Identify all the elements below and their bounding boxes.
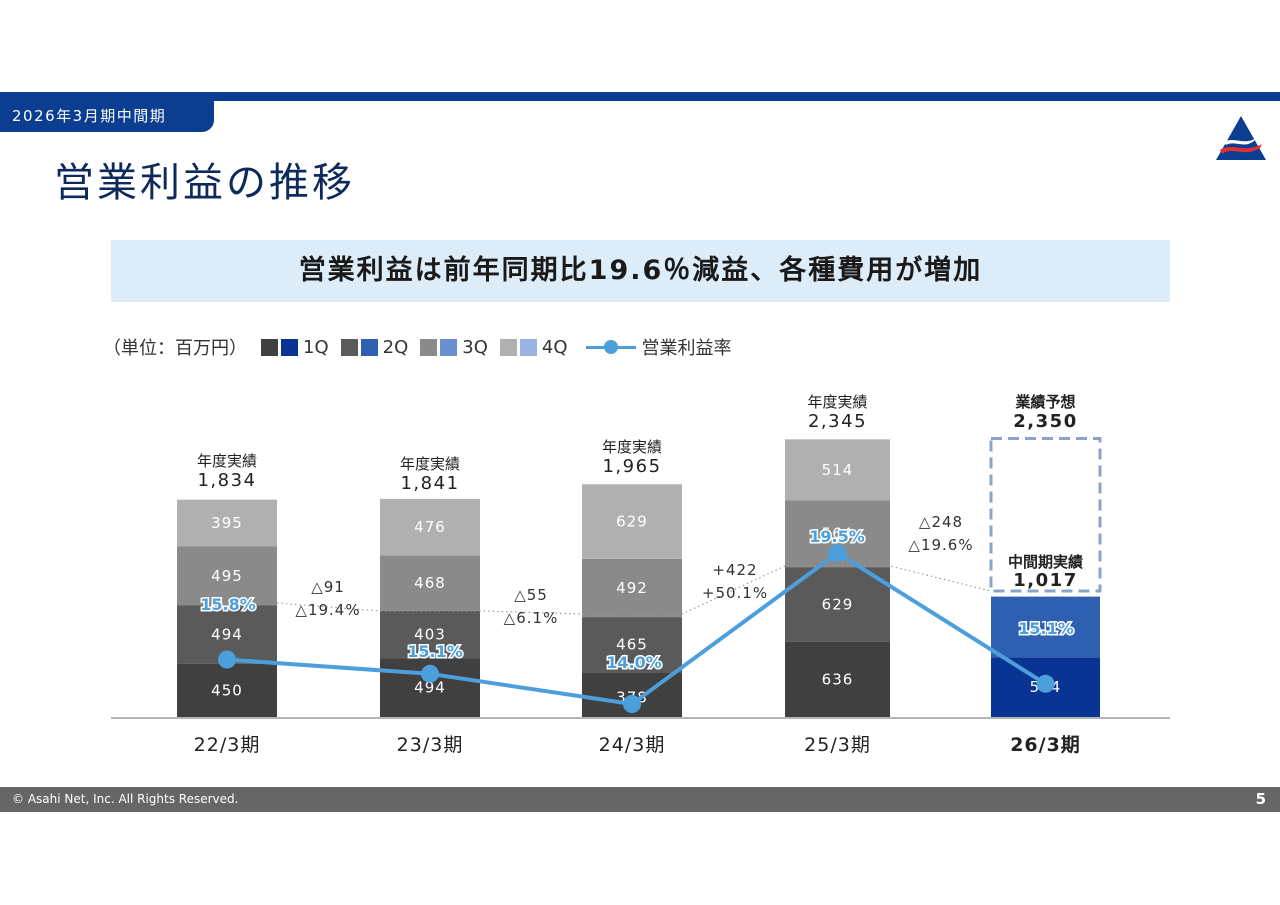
total-caption: 業績予想 (1014, 393, 1075, 411)
legend-label: 4Q (541, 336, 568, 358)
total-caption: 年度実績 (400, 455, 460, 473)
bar-segment (785, 439, 890, 501)
x-tick-label: 23/3期 (397, 734, 464, 756)
bar-value-label: 564 (822, 525, 854, 543)
bar-value-label: 629 (822, 595, 854, 613)
legend-swatch-gray (340, 338, 358, 356)
margin-point (1036, 674, 1055, 693)
bar-segment (582, 484, 682, 559)
x-tick-label: 26/3期 (1010, 734, 1081, 756)
margin-point (828, 544, 847, 562)
forecast-outline (989, 437, 1102, 593)
change-amount: △55 (514, 586, 548, 604)
total-caption: 年度実績 (807, 393, 867, 411)
margin-label: 15.1% (1018, 619, 1074, 638)
headline-banner: 営業利益は前年同期比19.6％減益、各種費用が増加 (111, 240, 1170, 302)
legend-1q: 1Q (261, 337, 329, 358)
bar-value-label: 476 (414, 518, 446, 536)
bar-segment (380, 555, 480, 611)
legend-3q: 3Q (420, 337, 488, 358)
legend-swatch-gray (420, 338, 438, 356)
bar-value-label: 468 (414, 574, 446, 592)
legend-swatch-blue (519, 338, 537, 356)
bar-segment (177, 499, 277, 547)
company-logo (1216, 116, 1266, 160)
bar-segment (991, 596, 1100, 658)
interim-caption: 中間期実績 (1008, 553, 1083, 571)
x-tick-label: 25/3期 (804, 734, 871, 756)
change-amount: △248 (919, 513, 963, 531)
bar-segment (785, 641, 890, 717)
header-bar (0, 92, 1280, 101)
total-caption: 年度実績 (602, 438, 662, 456)
margin-label: 19.5% (809, 527, 865, 546)
bar-segment (582, 617, 682, 673)
total-value: 2,345 (808, 411, 867, 432)
bar-segment (582, 558, 682, 618)
legend-label: 3Q (462, 336, 488, 358)
x-tick-label: 24/3期 (599, 734, 666, 756)
margin-label: 14.0% (606, 653, 662, 672)
change-percent: +50.1% (702, 584, 768, 602)
legend-swatch-blue (360, 338, 378, 356)
total-caption: 年度実績 (197, 452, 257, 470)
bar-value-label: 495 (211, 567, 243, 585)
margin-point (623, 695, 641, 713)
legend-swatch-blue (281, 338, 298, 356)
bar-value-label: 512 (1030, 618, 1062, 636)
period-tab: 2026年3月期中間期 (0, 101, 214, 132)
bar-value-label: 629 (616, 513, 648, 531)
legend-label: 1Q (303, 336, 329, 358)
bar-value-label: 494 (211, 625, 243, 643)
bar-value-label: 494 (414, 679, 446, 697)
total-value: 1,834 (197, 470, 256, 491)
change-percent: △19.6% (908, 536, 973, 554)
change-amount: △91 (311, 578, 345, 596)
margin-label: 15.8% (200, 595, 256, 614)
total-value: 1,841 (400, 473, 459, 494)
page-number: 5 (1255, 790, 1266, 808)
legend-swatch-gray (261, 338, 278, 356)
bar-value-label: 450 (211, 681, 243, 699)
interim-value: 1,017 (1013, 570, 1077, 591)
bar-segment (177, 546, 277, 606)
legend-label: 2Q (382, 336, 409, 358)
margin-label: 15.1% (407, 642, 463, 661)
copyright: © Asahi Net, Inc. All Rights Reserved. (12, 792, 239, 806)
legend-2q: 2Q (340, 336, 409, 358)
bar-value-label: 403 (414, 626, 446, 644)
bar-value-label: 636 (822, 670, 854, 688)
x-tick-label: 22/3期 (194, 734, 261, 756)
total-value: 2,350 (1013, 411, 1077, 432)
legend-swatch-gray (499, 338, 517, 356)
operating-profit-chart: 4504944953954944034684763784654926296366… (111, 393, 1170, 756)
legend-swatch-blue (440, 338, 458, 356)
footer-bar: © Asahi Net, Inc. All Rights Reserved. 5 (0, 787, 1280, 812)
bar-segment (380, 498, 480, 556)
margin-point (421, 664, 439, 683)
legend-line-label: 営業利益率 (641, 338, 732, 359)
margin-point (218, 650, 236, 669)
bar-value-label: 465 (616, 636, 648, 654)
bar-segment (177, 663, 277, 717)
bar-value-label: 514 (822, 461, 854, 479)
change-percent: △6.1% (504, 609, 559, 627)
legend-4q: 4Q (499, 336, 568, 358)
chart-legend: （単位：百万円） 1Q 2Q 3Q 4Q 営業利益率 (103, 334, 732, 360)
change-percent: △19.4% (295, 601, 360, 619)
legend-line-marker (585, 339, 636, 354)
total-value: 1,965 (602, 456, 661, 477)
unit-label: （単位：百万円） (103, 338, 247, 359)
page-title: 営業利益の推移 (54, 160, 355, 206)
change-amount: +422 (712, 561, 757, 579)
bar-segment (380, 610, 480, 659)
legend-margin-line: 営業利益率 (585, 334, 732, 360)
bar-value-label: 492 (616, 579, 648, 597)
bar-value-label: 395 (211, 514, 243, 532)
